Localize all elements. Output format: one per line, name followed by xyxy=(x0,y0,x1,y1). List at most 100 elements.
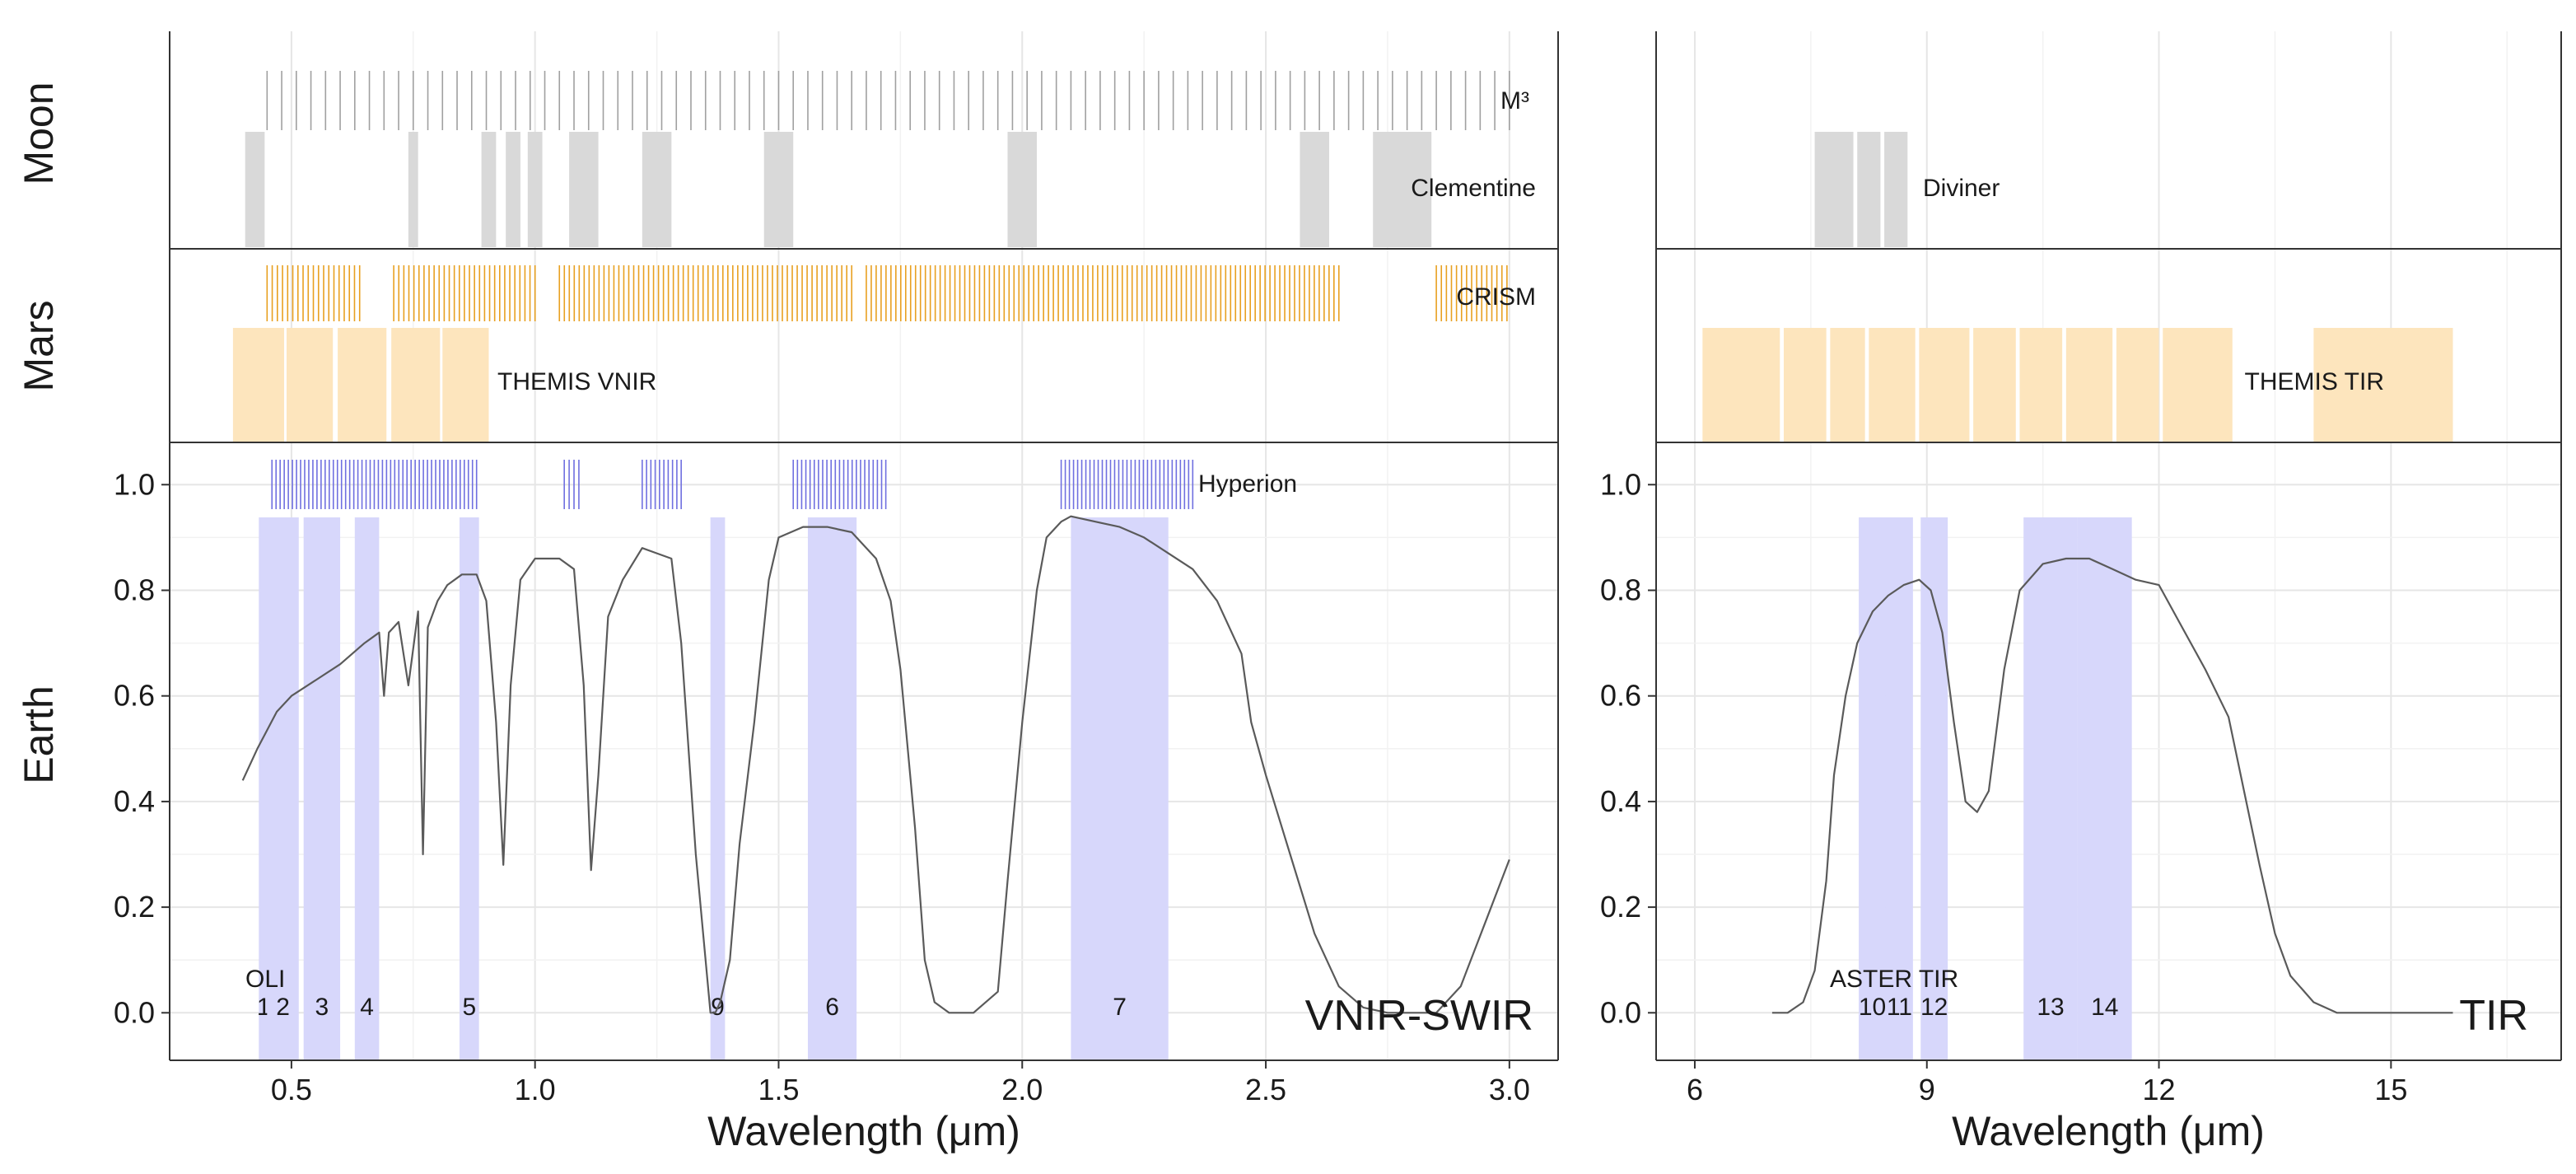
mars-themis-tir-band xyxy=(2116,328,2159,442)
row-label-moon: Moon xyxy=(16,82,62,185)
moon-clementine-band xyxy=(408,132,418,247)
moon-clementine-band xyxy=(506,132,520,247)
mars-themis-tir-band xyxy=(1783,328,1827,442)
vnir-frame xyxy=(169,31,1559,1061)
tir-x-axis-title: Wavelength (μm) xyxy=(1952,1108,2265,1154)
earth-band-9 xyxy=(710,517,726,1060)
earth-band-number-11: 11 xyxy=(1887,994,1912,1021)
tir-mars-strip xyxy=(1702,328,2453,442)
x-tick-label: 15 xyxy=(2374,1073,2407,1106)
earth-band-number-4: 4 xyxy=(360,994,374,1021)
mars-themis-vnir-band xyxy=(286,328,334,442)
moon-clementine-band xyxy=(763,132,794,247)
y-tick-label: 0.0 xyxy=(1600,995,1641,1029)
earth-band-6 xyxy=(807,517,857,1060)
vnir-reflectance-spectrum-line xyxy=(241,515,1510,1014)
moon-diviner-band xyxy=(1814,132,1854,247)
x-tick-label: 0.5 xyxy=(271,1073,312,1106)
moon-clementine-band xyxy=(642,132,672,247)
earth-band-5 xyxy=(459,517,479,1060)
x-tick-label: 1.5 xyxy=(758,1073,799,1106)
earth-band-number-12: 12 xyxy=(1920,994,1948,1021)
y-tick-label: 0.8 xyxy=(1600,573,1641,606)
x-tick-label: 1.0 xyxy=(515,1073,556,1106)
vnir-corner-label: VNIR-SWIR xyxy=(1305,992,1533,1040)
y-tick-label: 0.6 xyxy=(114,679,155,713)
earth-band-13 xyxy=(2023,517,2078,1060)
mars-themis-tir-band xyxy=(1973,328,2016,442)
mars-themis-vnir-band xyxy=(442,328,489,442)
earth-band-11 xyxy=(1885,517,1913,1060)
y-tick-label: 0.4 xyxy=(1600,784,1641,818)
x-tick-label: 6 xyxy=(1687,1073,1703,1106)
y-tick-label: 1.0 xyxy=(1600,467,1641,501)
tir-moon-strip xyxy=(1814,132,1908,247)
row-label-earth: Earth xyxy=(16,685,62,784)
moon-clementine-band xyxy=(527,132,543,247)
earth-band-4 xyxy=(354,517,380,1060)
earth-band-12 xyxy=(1920,517,1948,1060)
tir-earth-strip: 10 11 12 13 14 xyxy=(1859,517,2132,1060)
y-tick-label: 1.0 xyxy=(114,467,155,501)
moon-diviner-band xyxy=(1857,132,1881,247)
earth-band-number-14: 14 xyxy=(2091,994,2118,1021)
mars-themis-tir-band xyxy=(2019,328,2063,442)
tir-mars-label-themis-tir: THEMIS TIR xyxy=(2245,368,2384,395)
y-tick-label: 0.2 xyxy=(114,890,155,924)
y-tick-label: 0.2 xyxy=(1600,890,1641,924)
tir-emissivity-spectrum-line xyxy=(1771,557,2453,1014)
moon-clementine-band xyxy=(245,132,265,247)
vnir-moon-label-clementine: Clementine xyxy=(1411,175,1536,202)
earth-band-number-7: 7 xyxy=(1113,994,1127,1021)
earth-band-10 xyxy=(1859,517,1886,1060)
mars-themis-tir-band xyxy=(2065,328,2113,442)
moon-clementine-band xyxy=(1007,132,1038,247)
earth-band-number-2: 2 xyxy=(276,994,290,1021)
x-tick-label: 2.0 xyxy=(1001,1073,1043,1106)
y-tick-label: 0.0 xyxy=(114,995,155,1029)
mars-themis-tir-band xyxy=(1919,328,1970,442)
vnir-moon-label-m3: M³ xyxy=(1500,87,1529,115)
vnir-x-axis-title: Wavelength (μm) xyxy=(707,1108,1020,1154)
earth-band-1 xyxy=(259,517,269,1060)
x-tick-label: 2.5 xyxy=(1245,1073,1286,1106)
vnir-mars-label-crism: CRISM xyxy=(1456,283,1536,311)
vnir-mars-label-themis-vnir: THEMIS VNIR xyxy=(497,368,656,395)
x-tick-label: 9 xyxy=(1919,1073,1935,1106)
mars-themis-tir-band xyxy=(1702,328,1780,442)
tir-frame xyxy=(1655,31,2562,1061)
mars-themis-vnir-band xyxy=(391,328,441,442)
earth-band-3 xyxy=(303,517,341,1060)
moon-clementine-band xyxy=(1300,132,1329,247)
moon-clementine-band xyxy=(569,132,599,247)
mars-themis-vnir-band xyxy=(338,328,387,442)
vnir-oli-label: OLI xyxy=(245,966,285,993)
mars-themis-tir-band xyxy=(2163,328,2233,442)
earth-band-number-6: 6 xyxy=(825,994,839,1021)
y-tick-label: 0.8 xyxy=(114,573,155,606)
mars-themis-vnir-band xyxy=(232,328,285,442)
vnir-moon-strip xyxy=(245,71,1510,247)
vnir-earth-label-hyperion: Hyperion xyxy=(1198,470,1297,498)
earth-band-number-5: 5 xyxy=(462,994,476,1021)
earth-band-number-10: 10 xyxy=(1859,994,1886,1021)
moon-diviner-band xyxy=(1884,132,1908,247)
moon-clementine-band xyxy=(1373,132,1432,247)
earth-band-7 xyxy=(1071,517,1169,1060)
earth-band-14 xyxy=(2077,517,2132,1060)
mars-themis-tir-band xyxy=(1830,328,1865,442)
mars-themis-tir-band xyxy=(1869,328,1916,442)
tir-corner-label: TIR xyxy=(2459,992,2528,1040)
tir-panel: 10 11 12 13 14 6 9 12 15 0.0 0.2 0.4 0.6 0.8 1.0 Divi… xyxy=(1600,31,2562,1154)
tir-axis-ticks: 6 9 12 15 0.0 0.2 0.4 0.6 0.8 1.0 xyxy=(1600,467,2407,1106)
earth-band-number-13: 13 xyxy=(2037,994,2064,1021)
row-label-group: Moon Mars Earth xyxy=(16,82,62,783)
vnir-axis-ticks: 0.5 1.0 1.5 2.0 2.5 3.0 0.0 0.2 0.4 0.6 0.8 1.0 xyxy=(114,467,1530,1106)
tir-moon-label-diviner: Diviner xyxy=(1923,175,2000,202)
earth-band-2 xyxy=(267,517,299,1060)
mars-themis-tir-band xyxy=(2313,328,2453,442)
y-tick-label: 0.6 xyxy=(1600,679,1641,713)
